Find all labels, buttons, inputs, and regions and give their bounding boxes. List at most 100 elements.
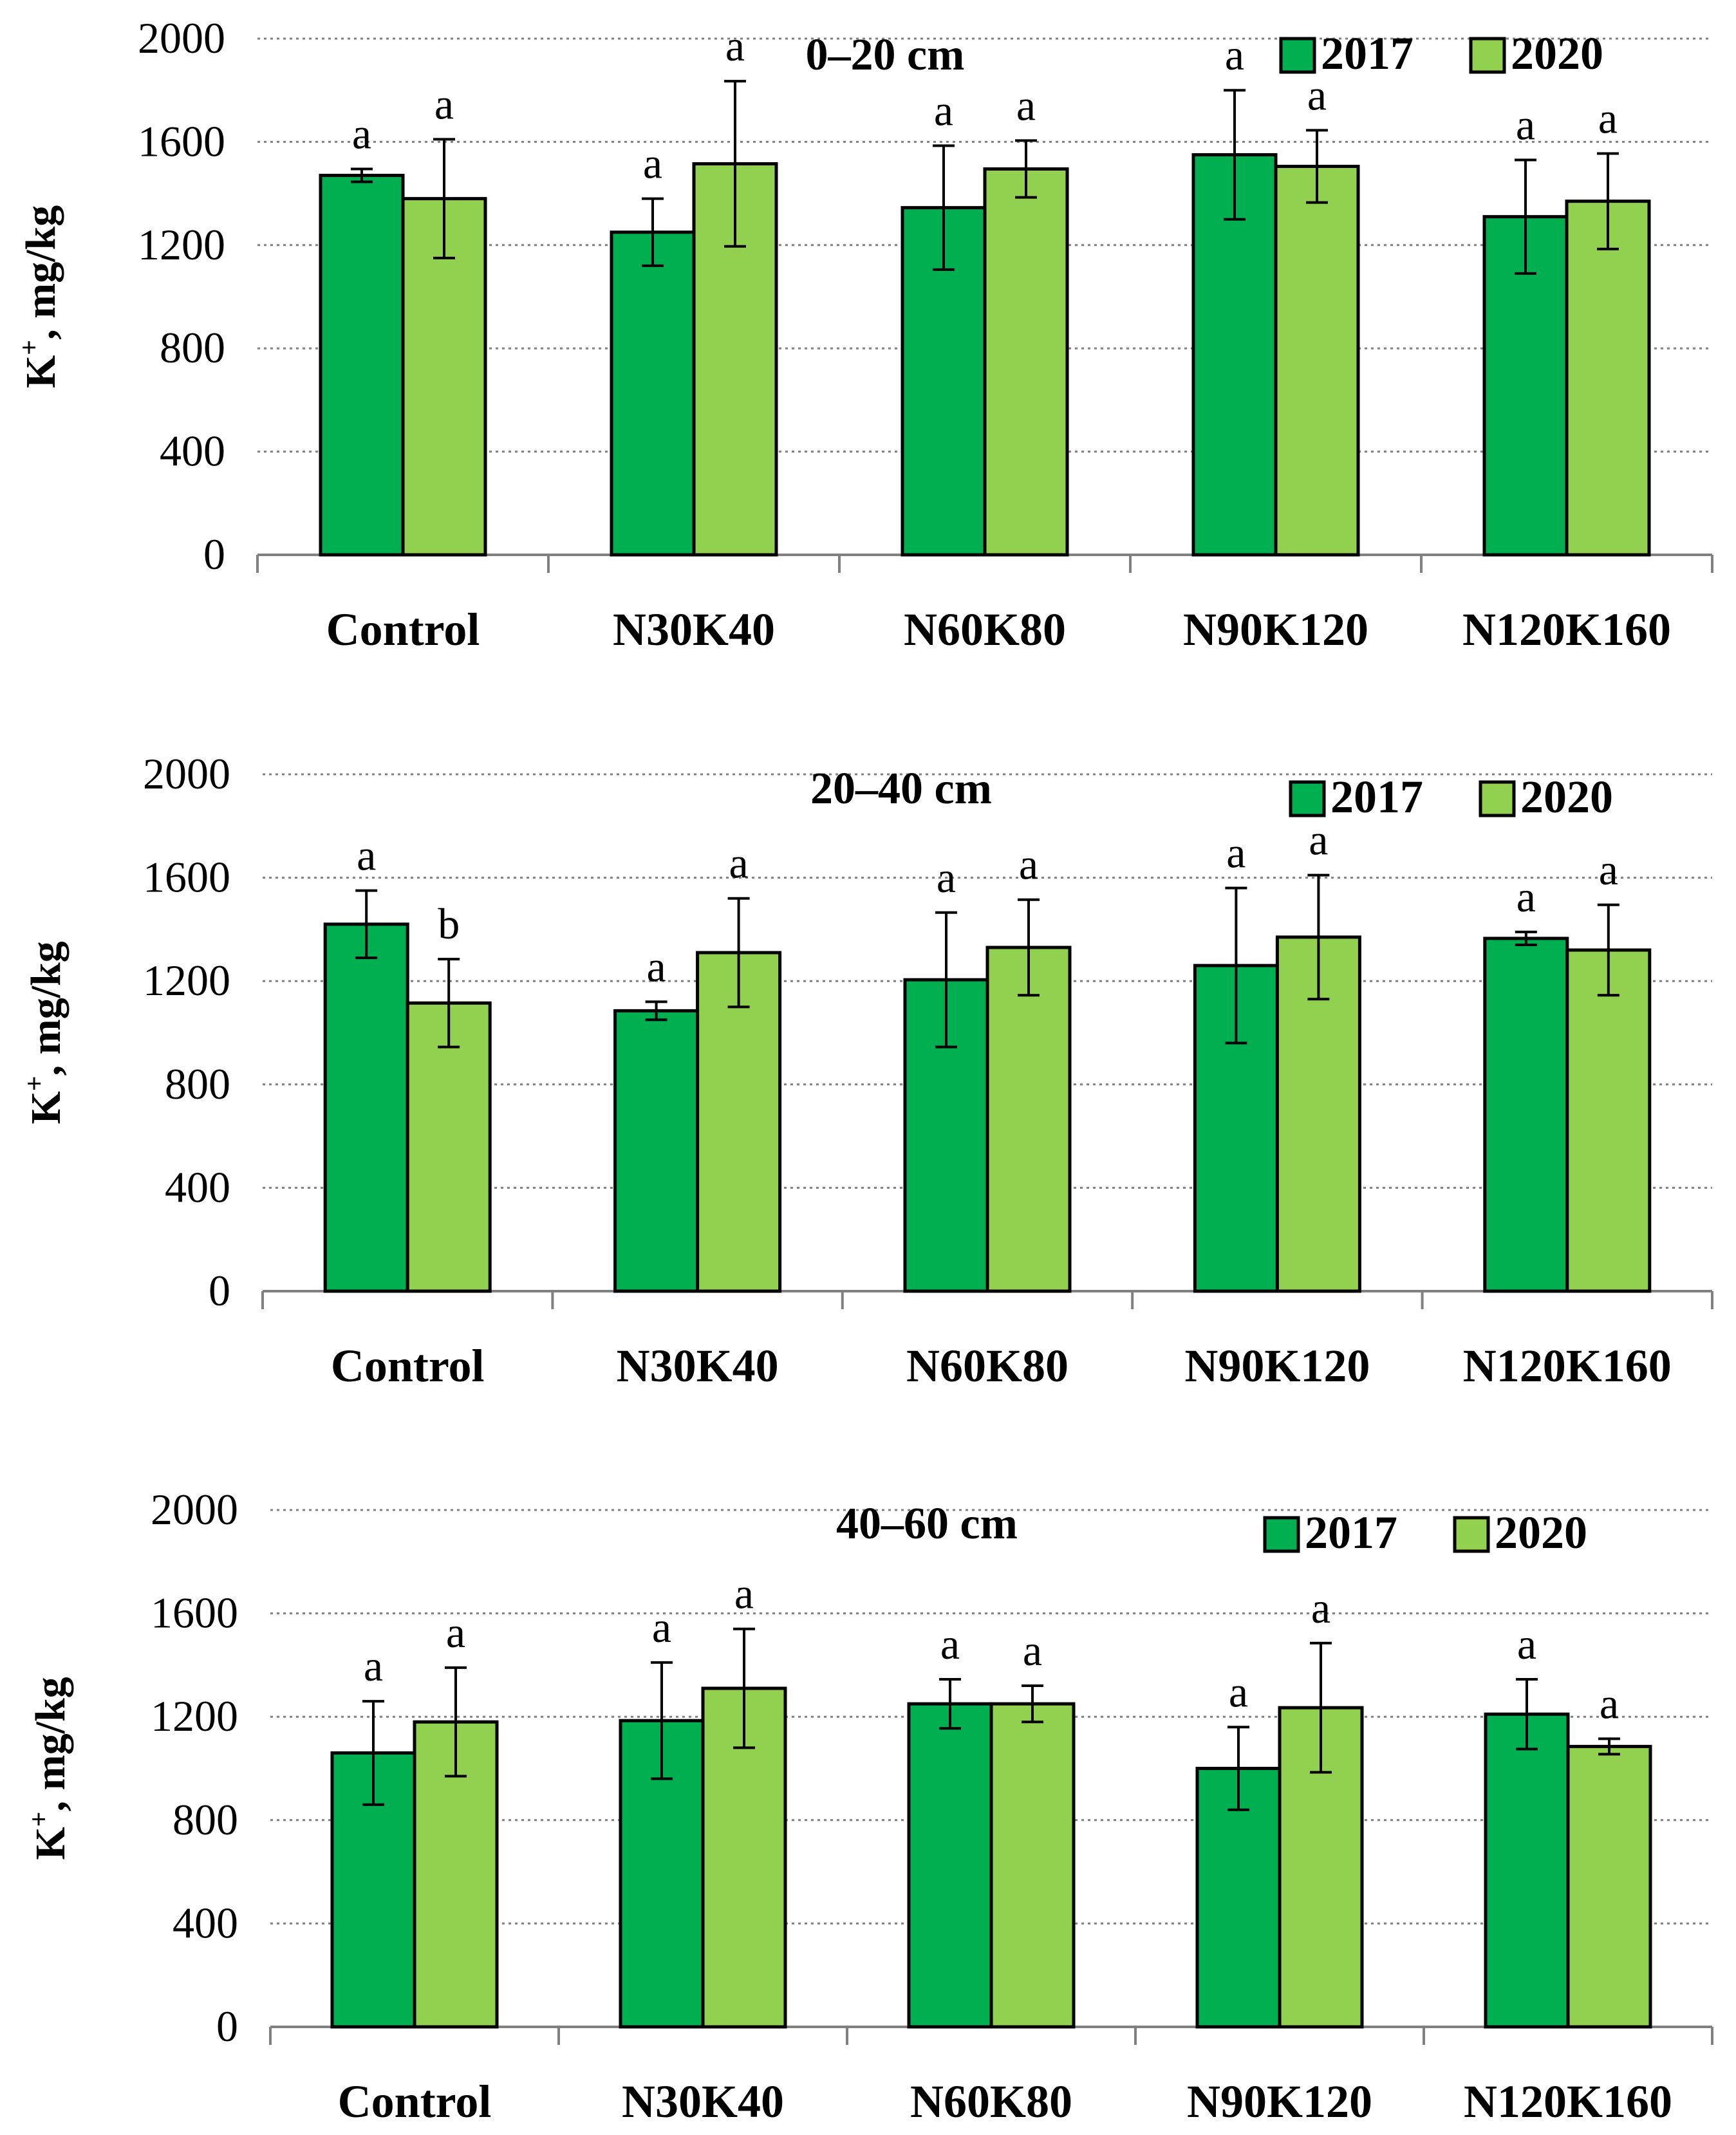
panel-title: 0–20 cm <box>806 30 965 80</box>
significance-label: a <box>352 109 371 158</box>
significance-label: a <box>1311 1583 1330 1632</box>
y-tick-label: 1600 <box>138 117 225 165</box>
significance-label: a <box>364 1641 383 1690</box>
legend-label-2017: 2017 <box>1330 771 1423 823</box>
legend-label-2017: 2017 <box>1305 1507 1397 1558</box>
bar-2017-N120K160 <box>1484 1712 1570 2029</box>
significance-label: a <box>1517 872 1536 921</box>
y-axis-title: K+, mg/kg <box>15 205 64 388</box>
y-tick-label: 2000 <box>143 749 230 798</box>
x-tick-label: N120K160 <box>1464 2076 1672 2127</box>
significance-label: a <box>1023 1626 1042 1675</box>
legend-swatch-2017 <box>1289 780 1326 817</box>
chart-panel-3: 0 400 800 1200 1600 2000 a a Control a a N30K40 a a N6… <box>24 1485 1713 2127</box>
significance-label: a <box>1229 1667 1248 1716</box>
legend-swatch-2020 <box>1469 37 1506 74</box>
significance-label: a <box>1599 845 1618 894</box>
bar-2020-N60K80 <box>985 946 1072 1293</box>
significance-label: a <box>934 86 953 135</box>
legend-label-2020: 2020 <box>1520 771 1613 823</box>
significance-label: a <box>434 79 454 128</box>
legend-label-2020: 2020 <box>1511 28 1603 79</box>
y-tick-label: 800 <box>160 323 225 372</box>
significance-label: a <box>647 942 666 991</box>
bar-2017-N120K160 <box>1483 937 1569 1293</box>
significance-label: b <box>438 899 460 948</box>
legend-swatch-2017 <box>1263 1516 1300 1553</box>
panel-title: 20–40 cm <box>810 764 992 814</box>
y-tick-label: 400 <box>160 427 225 476</box>
significance-label: a <box>734 1569 754 1618</box>
bar-2020-N120K160 <box>1566 1744 1652 2029</box>
legend-swatch-2017 <box>1279 37 1316 74</box>
significance-label: a <box>652 1603 671 1652</box>
significance-label: a <box>1598 93 1618 142</box>
significance-label: a <box>446 1608 465 1657</box>
significance-label: a <box>1019 840 1038 889</box>
chart-panel-2: 0 400 800 1200 1600 2000 a b Control a a N30K40 a a N6… <box>20 749 1713 1392</box>
y-tick-label: 0 <box>216 2002 238 2051</box>
y-tick-label: 0 <box>203 530 225 579</box>
x-tick-label: Control <box>338 2076 492 2127</box>
x-tick-label: N90K120 <box>1184 1340 1370 1392</box>
significance-label: a <box>937 853 956 902</box>
significance-label: a <box>357 831 376 880</box>
bar-2017-N60K80 <box>907 1702 993 2029</box>
significance-label: a <box>1016 80 1036 129</box>
x-tick-label: N30K40 <box>613 604 775 655</box>
x-tick-label: N60K80 <box>910 2076 1072 2127</box>
x-tick-label: N120K160 <box>1462 604 1671 655</box>
bar-2020-N30K40 <box>696 951 782 1293</box>
y-tick-label: 800 <box>165 1059 230 1108</box>
bar-2020-N90K120 <box>1274 164 1360 557</box>
x-tick-label: N60K80 <box>904 604 1066 655</box>
bar-2017-N30K40 <box>613 1009 700 1293</box>
legend-label-2020: 2020 <box>1495 1507 1587 1558</box>
significance-label: a <box>1307 70 1327 119</box>
y-axis-title: K+, mg/kg <box>20 941 70 1124</box>
bar-2020-Control <box>406 1001 492 1293</box>
legend-swatch-2020 <box>1453 1516 1490 1553</box>
y-tick-label: 0 <box>209 1266 230 1315</box>
y-tick-label: 2000 <box>138 14 225 62</box>
significance-label: a <box>1309 816 1328 864</box>
x-tick-label: Control <box>326 604 480 655</box>
significance-label: a <box>725 21 745 70</box>
chart-panel-1: 0 400 800 1200 1600 2000 a a Control a a N30K40 a a N6… <box>15 14 1713 655</box>
x-tick-label: N30K40 <box>622 2076 784 2127</box>
x-tick-label: N60K80 <box>906 1340 1069 1392</box>
bar-2017-Control <box>323 922 409 1293</box>
y-tick-label: 800 <box>173 1795 238 1844</box>
significance-label: a <box>1600 1679 1619 1728</box>
x-tick-label: N90K120 <box>1183 604 1368 655</box>
y-tick-label: 400 <box>165 1162 230 1211</box>
significance-label: a <box>1225 30 1244 79</box>
significance-label: a <box>729 839 749 888</box>
significance-label: a <box>1516 100 1535 149</box>
significance-label: a <box>643 139 662 188</box>
y-tick-label: 2000 <box>151 1485 238 1534</box>
significance-label: a <box>940 1619 960 1668</box>
y-tick-label: 1200 <box>143 956 230 1005</box>
y-axis-title: K+, mg/kg <box>24 1677 74 1860</box>
significance-label: a <box>1517 1619 1536 1668</box>
x-tick-label: Control <box>331 1340 485 1392</box>
bar-2020-N60K80 <box>989 1702 1076 2029</box>
bar-2017-Control <box>319 174 405 557</box>
panel-title: 40–60 cm <box>836 1499 1018 1549</box>
y-tick-label: 400 <box>173 1898 238 1947</box>
y-tick-label: 1200 <box>151 1692 238 1740</box>
x-tick-label: N90K120 <box>1187 2076 1372 2127</box>
significance-label: a <box>1226 828 1246 877</box>
x-tick-label: N30K40 <box>617 1340 779 1392</box>
y-tick-label: 1200 <box>138 220 225 269</box>
legend-swatch-2020 <box>1479 780 1516 817</box>
legend-label-2017: 2017 <box>1321 28 1414 79</box>
bar-2020-N60K80 <box>983 167 1069 557</box>
y-tick-label: 1600 <box>143 853 230 902</box>
x-tick-label: N120K160 <box>1463 1340 1672 1392</box>
bar-2020-N120K160 <box>1565 200 1651 557</box>
bar-2020-N120K160 <box>1565 948 1652 1293</box>
bar-2017-N30K40 <box>610 230 696 557</box>
